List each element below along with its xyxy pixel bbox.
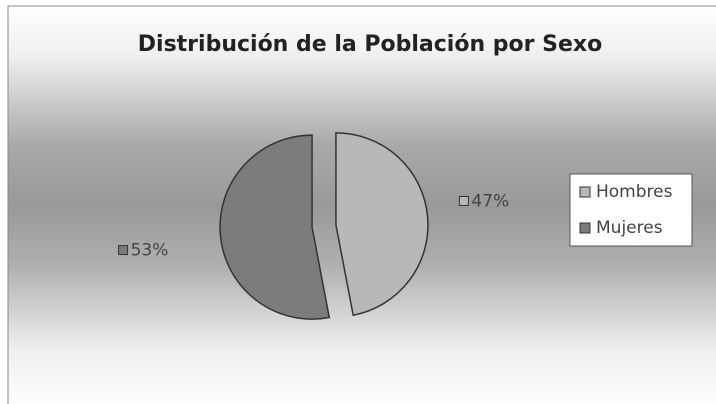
- pie-slice: [335, 132, 429, 317]
- label-marker: [118, 245, 129, 256]
- data-label: 47%: [471, 191, 509, 211]
- legend-marker: [579, 222, 591, 234]
- chart-title: Distribución de la Población por Sexo: [138, 32, 602, 57]
- legend-box: [569, 173, 693, 247]
- data-label: 53%: [131, 241, 169, 261]
- legend-label: Hombres: [596, 182, 673, 202]
- legend-marker: [579, 186, 591, 198]
- pie-slice: [219, 134, 331, 320]
- legend-label: Mujeres: [596, 218, 663, 238]
- label-marker: [458, 195, 469, 206]
